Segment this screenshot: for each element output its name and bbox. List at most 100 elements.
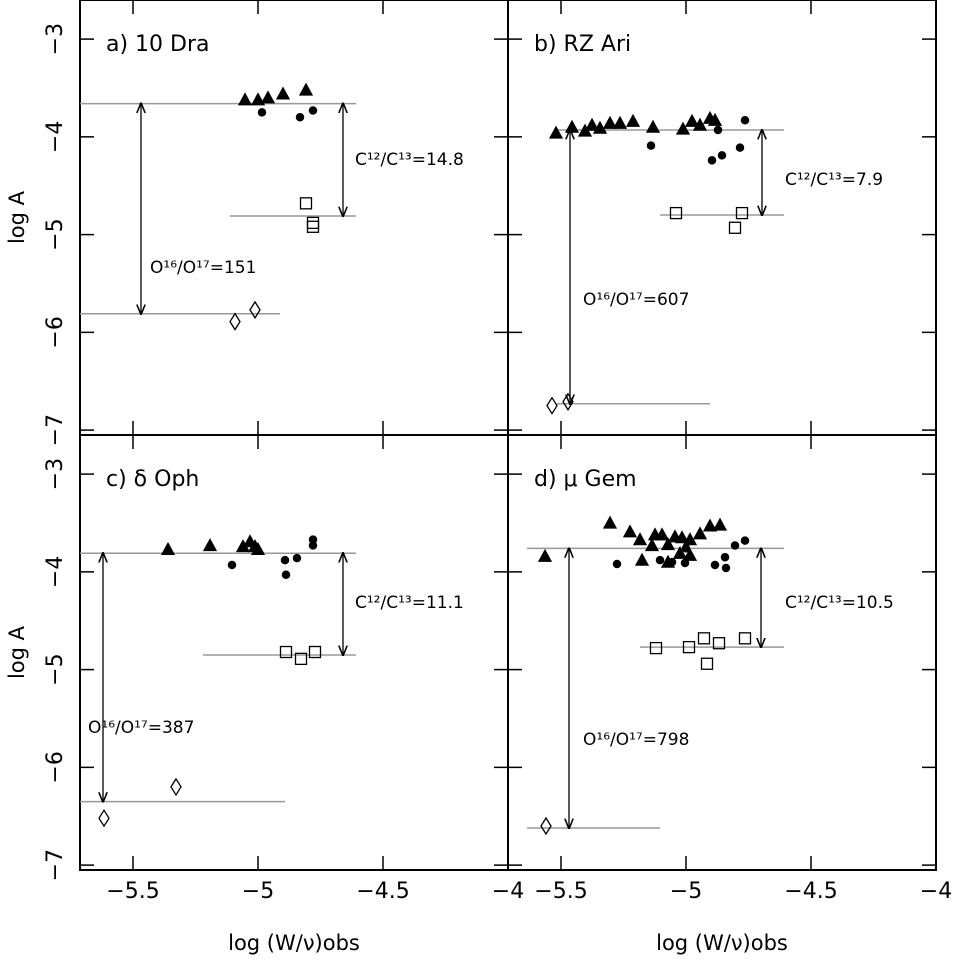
circle-point: [295, 113, 305, 122]
square-point: [294, 652, 308, 666]
triangle-point: [537, 548, 553, 562]
panel-title: a) 10 Dra: [106, 32, 210, 57]
circle-point: [292, 553, 302, 563]
x-tick-label: −5: [242, 879, 274, 904]
panel-frame: [507, 0, 937, 436]
panel-frame: [79, 434, 509, 871]
x-tick-label: −4.5: [784, 879, 837, 904]
y-axis-label: log A: [5, 190, 29, 244]
y-tick-label: −3: [43, 458, 68, 490]
y-tick-label: −4: [43, 121, 68, 153]
circle-point: [280, 555, 290, 565]
y-tick-label: −7: [43, 849, 68, 881]
square-point: [735, 206, 749, 220]
triangle-point: [625, 113, 641, 127]
square-point: [697, 632, 711, 645]
triangle-point: [160, 542, 176, 556]
diamond-point: [98, 808, 110, 828]
triangle-point: [612, 115, 628, 129]
triangle-point: [692, 117, 708, 131]
triangle-point: [564, 119, 580, 133]
circle-point: [717, 151, 727, 160]
x-tick-label: −4: [492, 879, 524, 904]
x-tick-label: −4: [920, 879, 952, 904]
square-point: [279, 645, 293, 659]
triangle-point: [672, 545, 688, 559]
circle-point: [227, 560, 237, 570]
x-axis-label: log (W/ν)obs: [656, 931, 788, 955]
diamond-point: [546, 396, 558, 415]
x-tick-label: −5.5: [106, 879, 159, 904]
circle-point: [740, 115, 750, 125]
triangle-point: [592, 120, 608, 134]
y-tick-label: −6: [43, 316, 68, 348]
triangle-point: [684, 113, 700, 127]
x-tick-label: −5: [670, 879, 702, 904]
ratio-label: C¹²/C¹³=11.1: [355, 593, 464, 613]
triangle-point: [237, 92, 253, 106]
y-tick-label: −6: [43, 751, 68, 783]
triangle-point: [250, 92, 266, 106]
circle-point: [720, 552, 730, 562]
triangle-point: [674, 530, 690, 544]
square-point: [728, 221, 742, 234]
panel-title: d) μ Gem: [534, 467, 637, 492]
y-tick-label: −5: [43, 653, 68, 685]
circle-point: [646, 141, 656, 150]
panel: b) RZ Ari O¹⁶/O¹⁷=607 C¹²/C¹³=7.9: [507, 0, 937, 436]
circle-point: [710, 560, 720, 570]
circle-point: [735, 143, 745, 152]
triangle-point: [675, 121, 691, 135]
triangle-point: [548, 125, 564, 139]
square-point: [682, 640, 696, 654]
circle-point: [707, 156, 717, 165]
circle-point: [257, 108, 267, 117]
circle-point: [667, 557, 677, 567]
diamond-point: [170, 777, 182, 797]
square-point: [308, 645, 322, 659]
y-tick-label: −7: [43, 414, 68, 446]
triangle-point: [250, 542, 266, 556]
diamond-point: [229, 312, 241, 331]
square-point: [649, 641, 663, 655]
y-axis-label: log A: [5, 625, 29, 679]
triangle-point: [707, 112, 723, 126]
triangle-point: [632, 532, 648, 546]
circle-point: [308, 541, 318, 550]
square-point: [738, 632, 752, 645]
panel-title: c) δ Oph: [106, 467, 199, 492]
triangle-point: [660, 537, 676, 551]
diamond-point: [562, 392, 574, 411]
panel: a) 10 Dra −3 −4 −5 −6 −7 O¹⁶/O¹⁷=151 C¹²/C¹³=14…: [5, 0, 509, 446]
circle-point: [612, 559, 622, 569]
triangle-point: [644, 538, 660, 552]
square-point: [299, 197, 313, 210]
ratio-label: O¹⁶/O¹⁷=607: [583, 290, 689, 310]
circle-point: [655, 555, 665, 565]
circle-point: [308, 106, 318, 115]
square-point: [306, 220, 320, 233]
square-point: [306, 216, 320, 230]
circle-point: [680, 558, 690, 568]
ratio-label: O¹⁶/O¹⁷=798: [583, 730, 689, 750]
x-tick-label: −4.5: [356, 879, 409, 904]
circle-point: [721, 563, 731, 573]
panel-frame: [79, 0, 509, 436]
triangle-point: [702, 518, 718, 532]
triangle-point: [682, 547, 698, 561]
diamond-point: [249, 300, 261, 320]
circle-point: [713, 125, 723, 135]
triangle-point: [622, 524, 638, 538]
y-tick-label: −4: [43, 556, 68, 588]
triangle-point: [602, 515, 618, 529]
ratio-label: C¹²/C¹³=14.8: [355, 150, 464, 170]
triangle-point: [692, 526, 708, 540]
square-point: [700, 657, 714, 670]
y-tick-label: −5: [43, 218, 68, 250]
x-axis-label: log (W/ν)obs: [228, 931, 360, 955]
triangle-point: [645, 119, 661, 133]
circle-point: [281, 570, 291, 580]
panel: c) δ Oph −5.5 −5 −4.5 −4 −3 −4 −5 −6 −7 O¹⁶/O¹⁷=38…: [5, 434, 524, 955]
ratio-label: C¹²/C¹³=10.5: [785, 593, 894, 613]
y-tick-label: −3: [43, 23, 68, 55]
